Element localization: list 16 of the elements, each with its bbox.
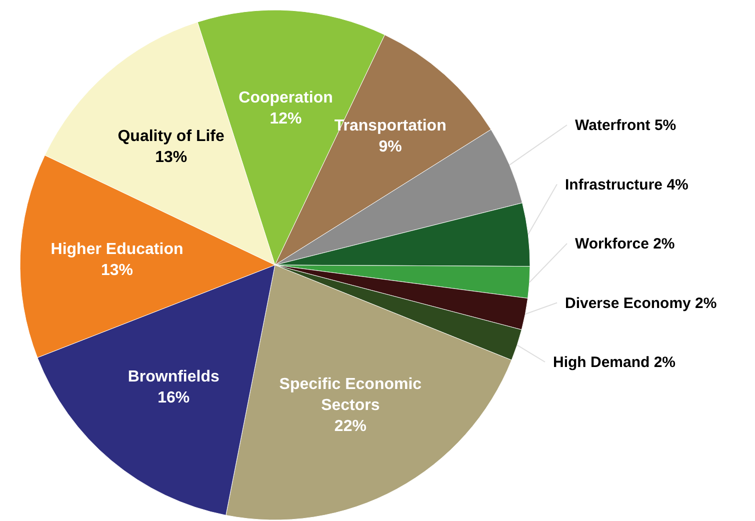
slice-label: Waterfront 5% bbox=[575, 117, 676, 134]
slice-label: Cooperation bbox=[238, 89, 333, 106]
slice-label: Diverse Economy 2% bbox=[565, 294, 717, 312]
data-label: 12% bbox=[270, 110, 302, 128]
data-label: 9% bbox=[378, 138, 402, 156]
slice-label: Higher Education bbox=[50, 241, 184, 258]
slice-label: Workforce 2% bbox=[575, 236, 675, 252]
slice-label: High Demand 2% bbox=[553, 354, 676, 371]
data-label: 22% bbox=[334, 418, 366, 435]
slice-label: Specific Economic Sectors bbox=[279, 376, 422, 414]
data-label: 13% bbox=[155, 148, 188, 166]
data-label: 16% bbox=[158, 389, 190, 406]
slice-label: Infrastructure 4% bbox=[565, 176, 688, 194]
data-label: 13% bbox=[100, 262, 134, 280]
slice-label: Quality of Life bbox=[118, 128, 225, 145]
slice-label: Brownfields bbox=[128, 368, 220, 386]
